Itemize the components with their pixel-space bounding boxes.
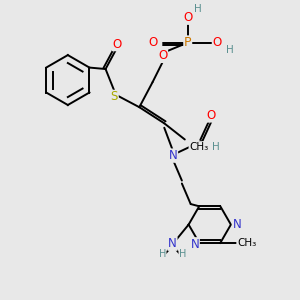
Text: CH₃: CH₃ [189, 142, 208, 152]
Text: H: H [158, 249, 166, 259]
Text: O: O [113, 38, 122, 51]
Text: N: N [169, 149, 177, 162]
Text: N: N [190, 238, 199, 251]
Text: O: O [207, 109, 216, 122]
Text: O: O [148, 36, 157, 49]
Text: H: H [179, 249, 186, 259]
Text: O: O [183, 11, 192, 24]
Text: S: S [111, 90, 118, 104]
Text: H: H [212, 142, 220, 152]
Text: CH₃: CH₃ [237, 238, 256, 248]
Text: N: N [168, 237, 177, 250]
Text: N: N [232, 218, 241, 231]
Text: O: O [158, 49, 167, 62]
Text: P: P [184, 36, 191, 49]
Text: H: H [194, 4, 202, 14]
Text: O: O [212, 36, 222, 49]
Text: H: H [226, 45, 234, 55]
